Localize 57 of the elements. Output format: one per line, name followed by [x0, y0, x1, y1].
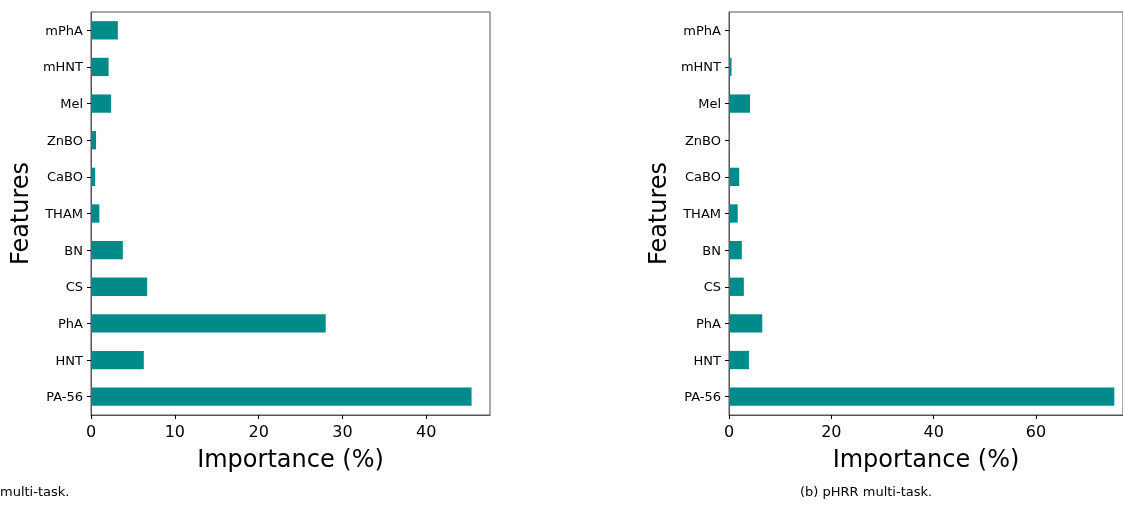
y-tick-label: THAM — [44, 206, 83, 221]
bar — [91, 21, 118, 40]
bar — [91, 387, 472, 406]
x-axis-title: Importance (%) — [197, 445, 384, 473]
text: (b) pHRR multi-task. — [800, 484, 933, 499]
bar — [729, 387, 1115, 406]
y-tick-label: CaBO — [685, 169, 721, 185]
x-tick-label: 0 — [723, 421, 735, 441]
y-tick-label: THAM — [682, 206, 721, 221]
bar — [729, 277, 744, 296]
y-tick-label: CaBO — [47, 169, 83, 185]
bar — [91, 94, 112, 113]
bar — [91, 240, 123, 260]
x-tick-label: 30 — [332, 421, 353, 441]
x-tick-label: 40 — [923, 421, 944, 441]
y-tick-label: Mel — [698, 96, 721, 112]
x-tick-label: 10 — [164, 421, 186, 441]
y-tick-label: CS — [65, 279, 83, 295]
text: multi-task. — [0, 484, 70, 499]
bar — [91, 204, 100, 223]
x-tick-label: 0 — [85, 421, 97, 441]
bar — [91, 167, 96, 187]
bar — [729, 204, 738, 223]
y-tick-label: PA-56 — [684, 389, 721, 405]
y-tick-label: mPhA — [45, 22, 84, 38]
y-tick-label: HNT — [55, 352, 84, 368]
x-tick-label: 20 — [248, 421, 269, 441]
y-tick-label: Mel — [60, 96, 83, 112]
y-tick-label: mHNT — [680, 59, 722, 75]
y-tick-label: PA-56 — [46, 389, 83, 405]
bar — [729, 240, 742, 260]
y-tick-label: CS — [703, 279, 721, 295]
y-axis-title: Features — [6, 161, 34, 266]
bar — [91, 350, 144, 370]
bar — [729, 94, 750, 113]
y-tick-label: HNT — [693, 352, 722, 368]
y-tick-label: mPhA — [683, 22, 722, 38]
x-tick-label: 20 — [821, 421, 842, 441]
bar — [729, 167, 740, 187]
y-axis-title: Features — [644, 161, 672, 266]
y-tick-label: ZnBO — [684, 132, 721, 148]
bar — [91, 57, 109, 77]
x-axis-title: Importance (%) — [832, 445, 1020, 473]
bar — [91, 277, 148, 296]
y-tick-label: BN — [702, 242, 721, 258]
x-tick-label: 60 — [1025, 421, 1047, 441]
y-tick-label: mHNT — [42, 59, 84, 75]
bar — [729, 350, 749, 370]
bar — [729, 57, 732, 77]
y-tick-label: BN — [64, 242, 83, 258]
bar — [729, 314, 763, 333]
y-tick-label: PhA — [696, 315, 722, 331]
y-tick-label: ZnBO — [46, 132, 83, 148]
bar — [91, 131, 97, 150]
x-tick-label: 40 — [416, 421, 437, 441]
bar — [91, 314, 326, 333]
y-tick-label: PhA — [58, 315, 84, 331]
